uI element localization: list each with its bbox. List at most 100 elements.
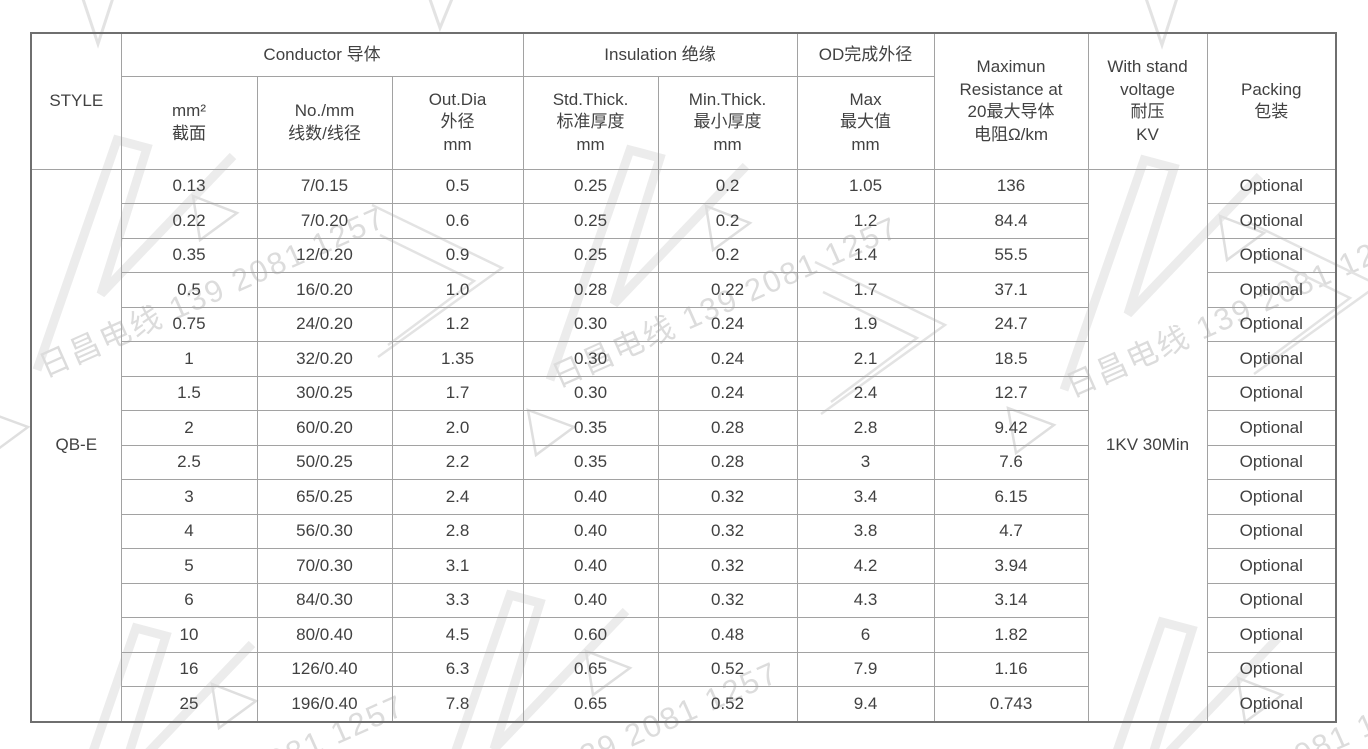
- header-insulation-group: Insulation 绝缘: [522, 32, 798, 77]
- header-mm2: mm² 截面: [120, 75, 258, 170]
- cell: 1.9: [796, 306, 935, 343]
- cell: Optional: [1206, 444, 1337, 481]
- cell: Optional: [1206, 272, 1337, 308]
- cell: 0.32: [657, 513, 798, 550]
- cell: 1.16: [933, 651, 1089, 688]
- cell: 10: [120, 617, 258, 653]
- cell: 37.1: [933, 272, 1089, 308]
- cell: 0.6: [391, 203, 524, 239]
- cell: 0.40: [522, 513, 659, 550]
- header-withstand: With stand voltage 耐压 KV: [1087, 32, 1208, 170]
- cell: 2.4: [796, 375, 935, 412]
- cell: 4.3: [796, 582, 935, 619]
- cell: 2: [120, 410, 258, 446]
- cell: 4.7: [933, 513, 1089, 550]
- cell: 0.30: [522, 306, 659, 343]
- cell: 3: [120, 479, 258, 515]
- cell: 3: [796, 444, 935, 481]
- cell: Optional: [1206, 237, 1337, 274]
- cell: 0.75: [120, 306, 258, 343]
- cell: Optional: [1206, 513, 1337, 550]
- cell: 7.6: [933, 444, 1089, 481]
- cell: 7.9: [796, 651, 935, 688]
- cell: 0.35: [522, 444, 659, 481]
- style-value-cell: QB-E: [30, 168, 122, 723]
- cell: Optional: [1206, 686, 1337, 723]
- cell: 4: [120, 513, 258, 550]
- table-row: 2.5 50/0.25 2.2 0.35 0.28 3 7.6 Optional: [31, 444, 1337, 481]
- cell: 0.24: [657, 375, 798, 412]
- cell: 0.2: [657, 203, 798, 239]
- cell: 25: [120, 686, 258, 723]
- cell: 0.40: [522, 548, 659, 584]
- cell: 0.30: [522, 375, 659, 412]
- cell: 0.40: [522, 582, 659, 619]
- table-row: 5 70/0.30 3.1 0.40 0.32 4.2 3.94 Optiona…: [31, 548, 1337, 584]
- cell: 126/0.40: [256, 651, 393, 688]
- header-max: Max 最大值 mm: [796, 75, 935, 170]
- cell: 50/0.25: [256, 444, 393, 481]
- cell: 2.0: [391, 410, 524, 446]
- cell: 2.8: [796, 410, 935, 446]
- cell: 2.2: [391, 444, 524, 481]
- cell: 1: [120, 341, 258, 377]
- cell: 0.48: [657, 617, 798, 653]
- cell: 7/0.15: [256, 168, 393, 205]
- cell: 16: [120, 651, 258, 688]
- header-out-dia: Out.Dia 外径 mm: [391, 75, 524, 170]
- cell: 0.5: [120, 272, 258, 308]
- cell: 16/0.20: [256, 272, 393, 308]
- cell: 0.743: [933, 686, 1089, 723]
- cell: 0.13: [120, 168, 258, 205]
- cell: 70/0.30: [256, 548, 393, 584]
- cell: Optional: [1206, 548, 1337, 584]
- header-min-thick: Min.Thick. 最小厚度 mm: [657, 75, 798, 170]
- cell: 1.05: [796, 168, 935, 205]
- cell: 2.1: [796, 341, 935, 377]
- cell: 9.42: [933, 410, 1089, 446]
- table-body: QB-E 0.13 7/0.15 0.5 0.25 0.2 1.05 136 1…: [30, 168, 1337, 723]
- cell: 1.7: [796, 272, 935, 308]
- cell: Optional: [1206, 341, 1337, 377]
- cell: 6.3: [391, 651, 524, 688]
- header-std-thick: Std.Thick. 标准厚度 mm: [522, 75, 659, 170]
- cell: 0.30: [522, 341, 659, 377]
- cell: 1.0: [391, 272, 524, 308]
- cell: 7.8: [391, 686, 524, 723]
- table-row: QB-E 0.13 7/0.15 0.5 0.25 0.2 1.05 136 1…: [30, 168, 1337, 723]
- cell: 3.8: [796, 513, 935, 550]
- cell: 196/0.40: [256, 686, 393, 723]
- cell: 0.40: [522, 479, 659, 515]
- cell: 0.2: [657, 237, 798, 274]
- cell: 0.9: [391, 237, 524, 274]
- cell: Optional: [1206, 375, 1337, 412]
- cell: 6: [120, 582, 258, 619]
- cell: 3.3: [391, 582, 524, 619]
- cell: 9.4: [796, 686, 935, 723]
- cell: 136: [933, 168, 1089, 205]
- cell: 1.82: [933, 617, 1089, 653]
- cell: 56/0.30: [256, 513, 393, 550]
- cell: 12.7: [933, 375, 1089, 412]
- cell: 3.1: [391, 548, 524, 584]
- cell: 6: [796, 617, 935, 653]
- header-packing: Packing 包装: [1206, 32, 1337, 170]
- cell: 12/0.20: [256, 237, 393, 274]
- cell: 18.5: [933, 341, 1089, 377]
- cell: 0.52: [657, 651, 798, 688]
- cell: 0.35: [522, 410, 659, 446]
- header-style: STYLE: [30, 32, 122, 170]
- cell: 0.52: [657, 686, 798, 723]
- cell: 0.22: [120, 203, 258, 239]
- cell: 1.2: [796, 203, 935, 239]
- header-resistance: Maximun Resistance at 20最大导体 电阻Ω/km: [933, 32, 1089, 170]
- cell: 55.5: [933, 237, 1089, 274]
- cell: 80/0.40: [256, 617, 393, 653]
- cell: Optional: [1206, 203, 1337, 239]
- cell: Optional: [1206, 306, 1337, 343]
- cell: Optional: [1206, 479, 1337, 515]
- cell: Optional: [1206, 168, 1337, 205]
- cell: 0.5: [391, 168, 524, 205]
- cell: 6.15: [933, 479, 1089, 515]
- cell: 2.8: [391, 513, 524, 550]
